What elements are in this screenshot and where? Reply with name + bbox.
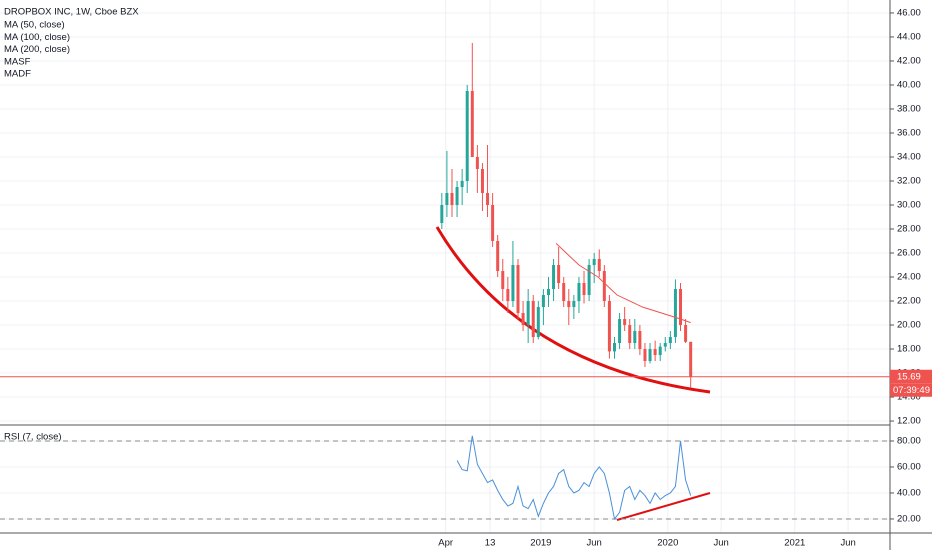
y-tick-label: 24.00 [897,272,921,283]
candle-body [552,265,556,290]
legend-entry: MADF [4,69,31,80]
y-tick-label: 40.00 [897,487,921,498]
y-tick-label: 30.00 [897,200,921,211]
candle-body [486,192,490,205]
legend-entry: MASF [4,56,31,67]
price-tag-label: 15.69 [897,371,921,382]
y-tick-label: 32.00 [897,176,921,187]
candle-body [577,283,581,302]
candle-body [602,271,606,302]
legend-entry: MA (200, close) [4,44,70,55]
candle-body [607,301,611,352]
y-tick-label: 40.00 [897,79,921,90]
candle-body [450,192,454,205]
y-tick-label: 38.00 [897,103,921,114]
candle-body [679,289,683,326]
candle-body [536,307,540,338]
y-tick-label: 36.00 [897,128,921,139]
candle-body [521,313,525,326]
candle-body [445,192,449,205]
candle-body [684,325,688,342]
x-tick-label: 2021 [784,538,805,549]
x-tick-label: 2020 [657,538,678,549]
candle-body [480,168,484,193]
candle-body [531,301,535,338]
y-tick-label: 26.00 [897,248,921,259]
candle-body [587,265,591,296]
candle-body [501,271,505,290]
y-tick-label: 20.00 [897,513,921,524]
candle-body [496,241,500,272]
x-tick-label: Jun [840,538,855,549]
candle-body [526,301,530,326]
candle-body [612,343,616,352]
price-tag [890,369,932,384]
candle-body [668,337,672,344]
y-tick-label: 20.00 [897,320,921,331]
y-tick-label: 18.00 [897,344,921,355]
candle-body [511,265,515,302]
y-tick-label: 46.00 [897,7,921,18]
x-tick-label: 13 [485,538,496,549]
candle-body [648,349,652,362]
x-tick-label: 2019 [530,538,551,549]
x-tick-label: Jun [713,538,728,549]
y-tick-label: 34.00 [897,152,921,163]
countdown-tag [890,383,932,397]
y-tick-label: 42.00 [897,55,921,66]
candle-body [465,90,469,181]
candle-body [628,325,632,344]
y-tick-label: 12.00 [897,416,921,427]
candle-body [653,349,657,356]
candle-body [557,265,561,284]
candle-body [460,180,464,187]
candle-body [562,283,566,302]
candle-body [541,295,545,308]
candle-body [623,319,627,326]
candle-body [597,259,601,272]
candle-body [663,343,667,347]
legend-entry: MA (100, close) [4,32,70,43]
candle-body [440,204,444,224]
candle-body [470,90,474,157]
x-tick-label: Apr [438,538,453,549]
candle-body [582,283,586,296]
rsi-line [456,435,692,521]
chart-title: DROPBOX INC, 1W, Cboe BZX [4,7,139,18]
candle-body [638,331,642,350]
y-tick-label: 80.00 [897,436,921,447]
pane-title: RSI (7, close) [4,432,62,443]
candle-body [506,289,510,302]
candle-body [567,301,571,308]
candle-body [673,289,677,338]
candle-body [633,331,637,344]
candle-body [592,259,596,266]
y-tick-label: 28.00 [897,224,921,235]
candle-body [689,341,693,377]
candle-body [491,204,495,242]
y-tick-label: 44.00 [897,31,921,42]
x-tick-label: Jun [587,538,602,549]
candle-body [475,156,479,169]
y-tick-label: 60.00 [897,461,921,472]
candle-body [516,265,520,314]
candle-body [643,349,647,362]
candle-body [572,301,576,308]
candle-body [455,186,459,205]
candle-body [546,289,550,296]
ma-line [555,243,691,324]
legend-entry: MA (50, close) [4,20,65,31]
y-tick-label: 14.00 [897,392,921,403]
candle-body [618,319,622,344]
y-tick-label: 22.00 [897,296,921,307]
countdown-label: 07:39:49 [893,385,930,396]
candle-body [658,346,662,356]
drawn-trendline [616,492,711,521]
